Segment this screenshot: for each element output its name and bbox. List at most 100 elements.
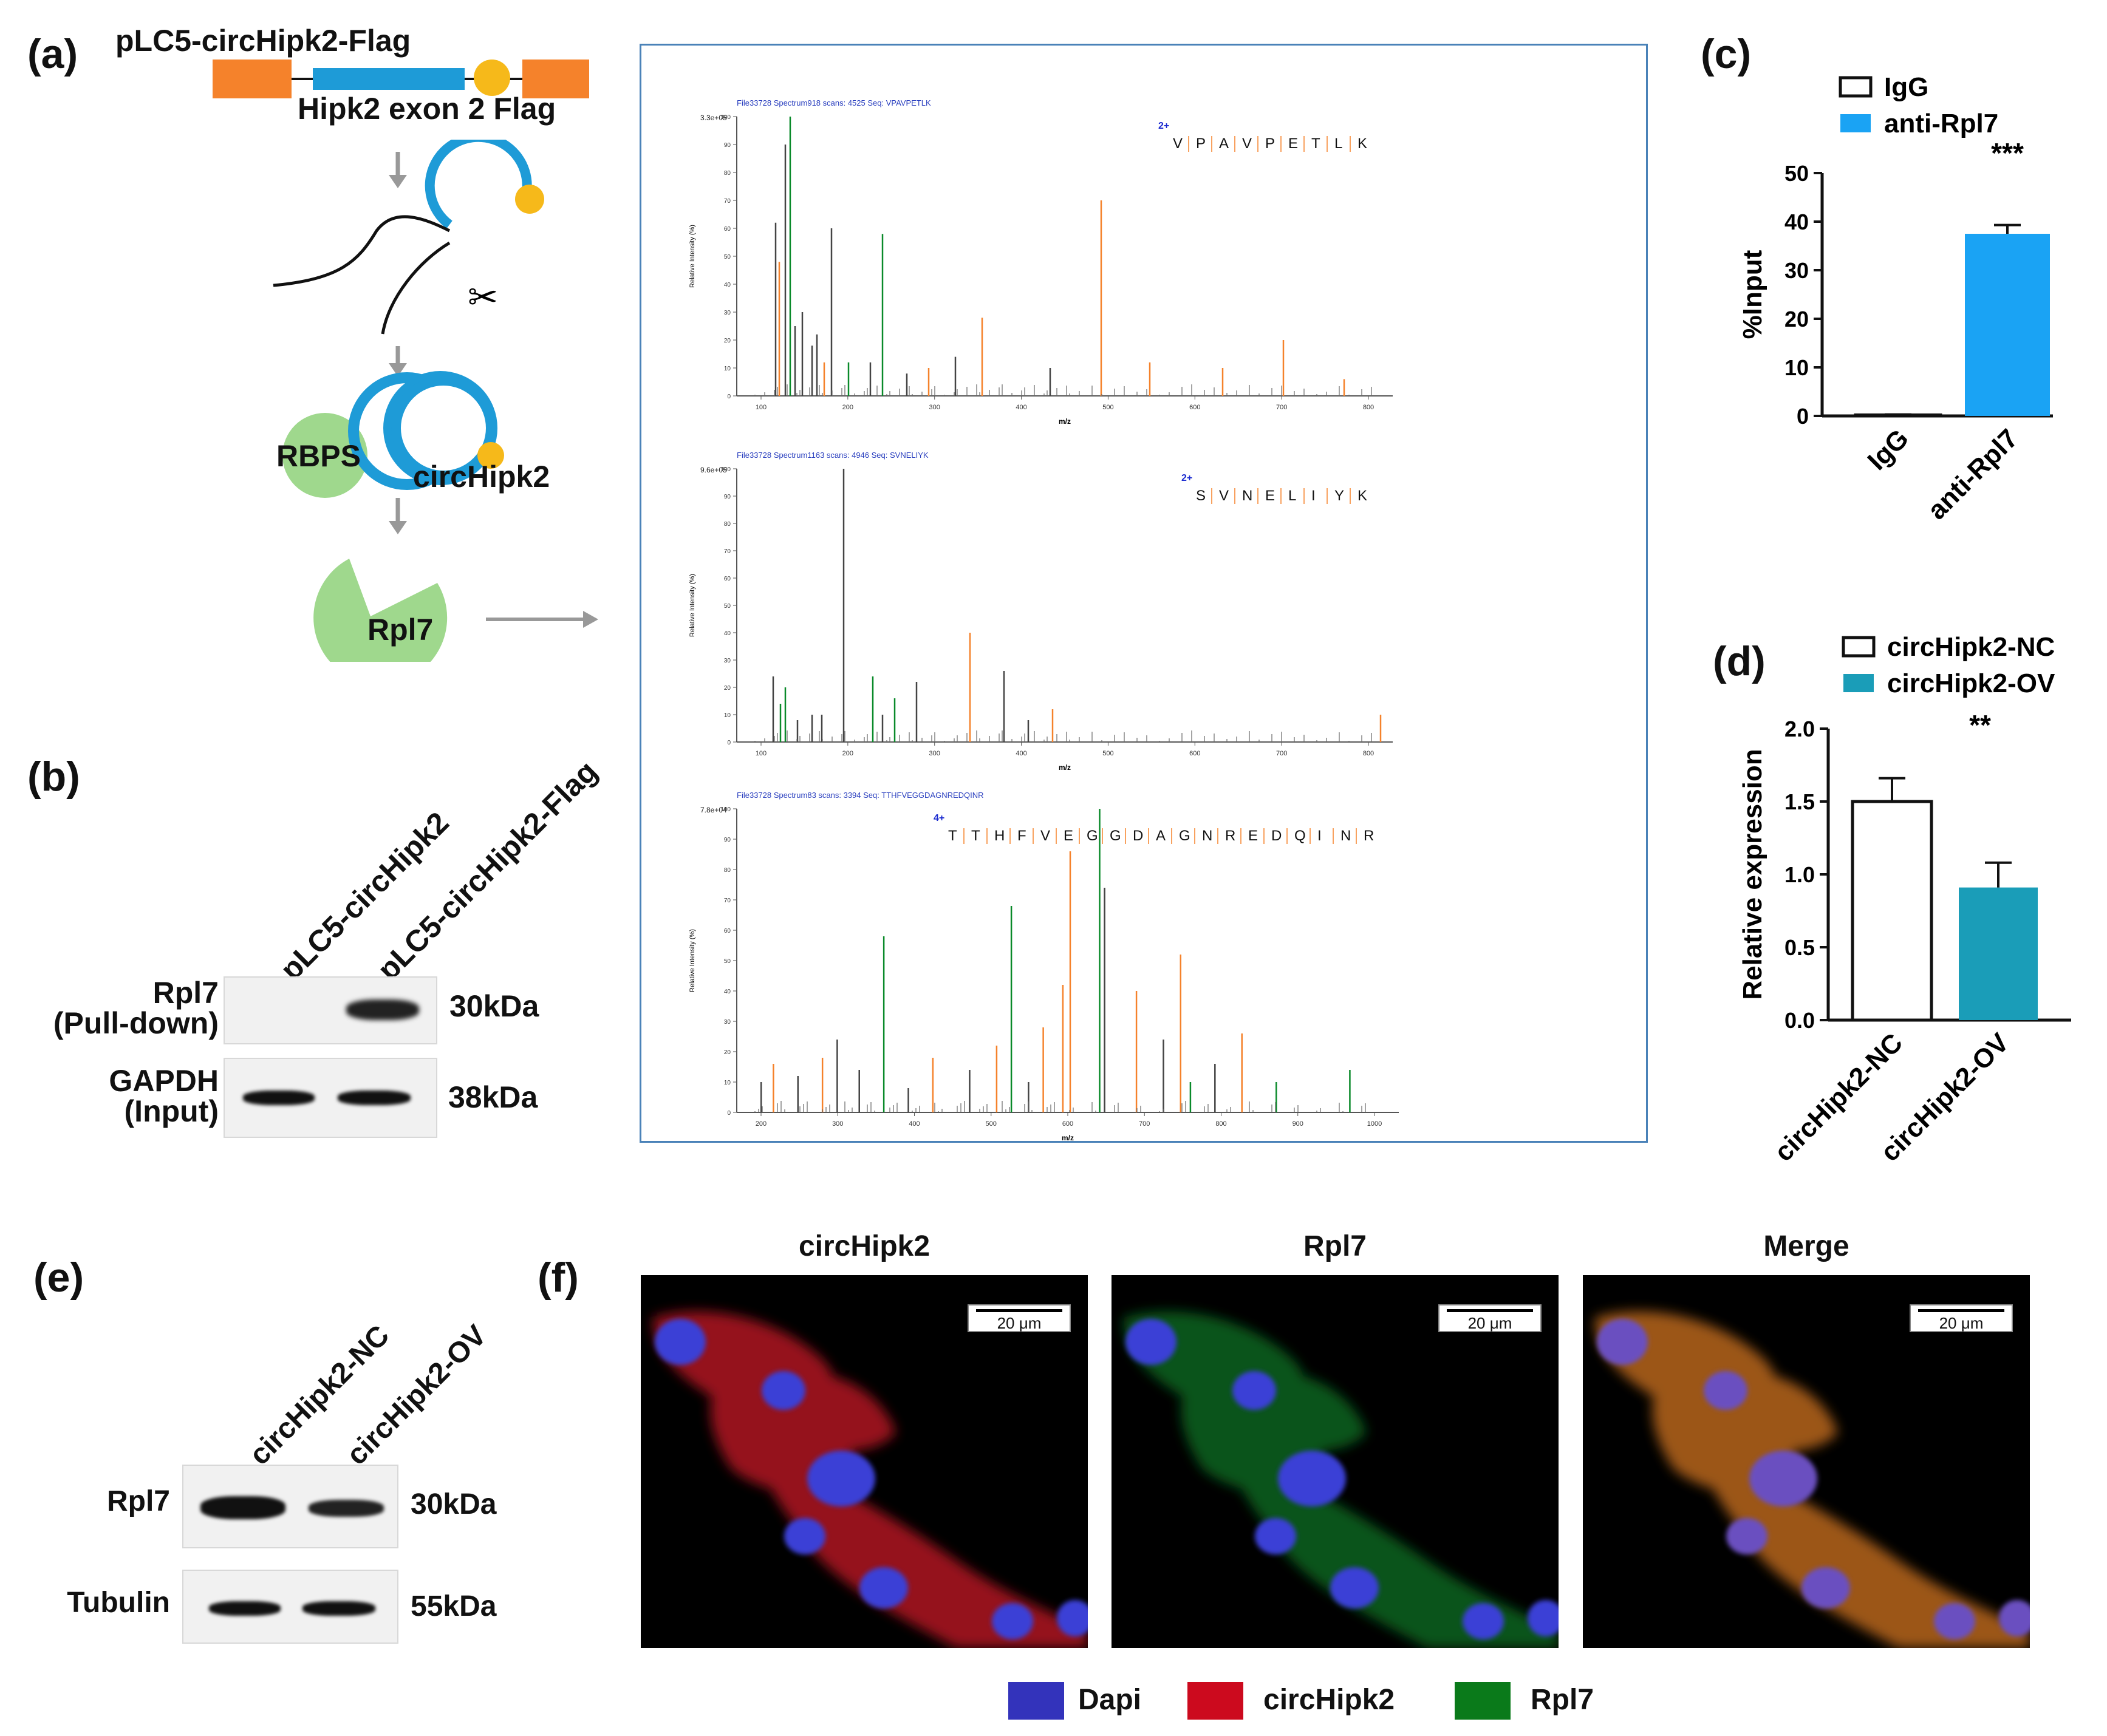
spectrum-ymax: 3.3e+05 bbox=[700, 114, 727, 122]
y-tick: 30 bbox=[724, 1019, 731, 1026]
y-tick: 20 bbox=[724, 338, 731, 344]
y-tick: 20 bbox=[1784, 307, 1809, 332]
spectrum-2: File33728 Spectrum1163 scans: 4946 Seq: … bbox=[689, 451, 1393, 772]
band bbox=[309, 1500, 384, 1517]
residue: N bbox=[1242, 488, 1252, 504]
blot-e-tubulin bbox=[182, 1570, 398, 1644]
significance-marker: ** bbox=[1969, 709, 1991, 741]
bar-chart: 0.0 0.5 1.0 1.5 2.0 Relative expression circHi… bbox=[1738, 632, 2071, 1167]
panel-label-f: (f) bbox=[538, 1254, 579, 1301]
x-tick: 500 bbox=[1102, 404, 1113, 411]
size-38kda-b: 38kDa bbox=[448, 1080, 538, 1114]
y-axis-label: Relative expression bbox=[1738, 749, 1767, 999]
rpl7-row-label-e: Rpl7 bbox=[106, 1485, 170, 1517]
residue: I bbox=[1317, 828, 1322, 844]
blot-b-row1-label: Rpl7 (Pull-down) bbox=[43, 978, 219, 1038]
legend-label-circhipk2: circHipk2 bbox=[1263, 1684, 1395, 1716]
band bbox=[346, 999, 419, 1020]
residue: H bbox=[994, 828, 1005, 844]
micrograph-merge: 20 μm bbox=[1583, 1275, 2030, 1648]
y-tick: 0 bbox=[727, 393, 731, 400]
blot-b-gapdh bbox=[224, 1058, 437, 1138]
y-tick: 60 bbox=[724, 576, 731, 582]
panel-label-d: (d) bbox=[1713, 638, 1766, 684]
residue: Q bbox=[1294, 828, 1306, 844]
y-tick: 70 bbox=[724, 198, 731, 205]
y-tick: 100 bbox=[720, 466, 731, 473]
residue: E bbox=[1288, 135, 1298, 152]
residue: E bbox=[1265, 488, 1275, 504]
y-tick: 40 bbox=[1784, 209, 1809, 234]
spectrum-ymax: 9.6e+05 bbox=[700, 466, 727, 474]
y-axis-label: %Input bbox=[1738, 250, 1767, 339]
y-tick: 0 bbox=[727, 1110, 731, 1117]
charge-state: 2+ bbox=[1158, 121, 1169, 131]
y-tick: 0.0 bbox=[1784, 1008, 1815, 1033]
y-tick: 0 bbox=[1797, 404, 1809, 429]
y-tick: 10 bbox=[1784, 355, 1809, 380]
residue: E bbox=[1064, 828, 1073, 844]
y-tick: 40 bbox=[724, 282, 731, 288]
y-tick: 60 bbox=[724, 226, 731, 233]
y-tick: 30 bbox=[1784, 258, 1809, 283]
construct-diagram bbox=[213, 60, 589, 98]
x-tick-label: anti-Rpl7 bbox=[1922, 423, 2024, 525]
rbps-label: RBPS bbox=[276, 439, 361, 473]
y-axis-label: Relative Intensity (%) bbox=[689, 574, 696, 637]
y-tick: 80 bbox=[724, 521, 731, 528]
construct-caption: Hipk2 exon 2 Flag bbox=[298, 92, 556, 126]
legend-label-1: circHipk2-NC bbox=[1887, 632, 2055, 662]
micro-title-merge: Merge bbox=[1763, 1230, 1849, 1262]
chart-d: 0.0 0.5 1.0 1.5 2.0 Relative expression circHi… bbox=[1738, 632, 2071, 1167]
x-tick: 600 bbox=[1189, 404, 1200, 411]
y-tick: 20 bbox=[724, 1049, 731, 1056]
blot-b-rpl7 bbox=[224, 976, 437, 1044]
cell-image bbox=[1595, 1311, 2030, 1648]
y-tick: 40 bbox=[724, 630, 731, 637]
legend-swatch-2 bbox=[1843, 674, 1874, 692]
panel-label-a: (a) bbox=[27, 31, 78, 77]
spectrum-ymax: 7.8e+04 bbox=[700, 806, 727, 814]
residue: E bbox=[1248, 828, 1258, 844]
x-tick: 700 bbox=[1276, 404, 1287, 411]
legend-label-dapi: Dapi bbox=[1078, 1684, 1142, 1716]
blot-b-row2-label: GAPDH (Input) bbox=[43, 1066, 219, 1126]
x-tick: 300 bbox=[929, 404, 940, 411]
x-tick: 700 bbox=[1139, 1120, 1150, 1128]
size-55kda-e: 55kDa bbox=[411, 1590, 497, 1622]
micrograph-circhipk2: 20 μm bbox=[641, 1275, 1088, 1648]
panel-label-e: (e) bbox=[33, 1254, 84, 1301]
residue: P bbox=[1196, 135, 1206, 152]
residue: T bbox=[971, 828, 980, 844]
x-tick: 200 bbox=[842, 750, 853, 757]
residue: A bbox=[1219, 135, 1229, 152]
spectra-frame bbox=[640, 44, 1648, 1143]
lane-label-1: pLC5-circHipk2 bbox=[273, 805, 456, 987]
bar-2 bbox=[1959, 887, 2038, 1020]
bar-2 bbox=[1965, 234, 2050, 416]
y-tick: 90 bbox=[724, 494, 731, 500]
spectrum-header: File33728 Spectrum1163 scans: 4946 Seq: … bbox=[737, 451, 929, 460]
y-tick: 10 bbox=[724, 366, 731, 372]
pulldown-row-label: (Pull-down) bbox=[53, 1006, 219, 1040]
x-tick: 300 bbox=[929, 750, 940, 757]
band bbox=[302, 1601, 375, 1616]
blot-e-rpl7 bbox=[182, 1465, 398, 1548]
x-tick: 400 bbox=[1016, 404, 1026, 411]
rpl7-row-label: Rpl7 bbox=[152, 976, 219, 1010]
y-tick: 50 bbox=[724, 254, 731, 260]
x-axis-label: m/z bbox=[1059, 763, 1071, 772]
x-tick: 200 bbox=[756, 1120, 767, 1128]
residue: L bbox=[1288, 488, 1296, 504]
residue: A bbox=[1156, 828, 1166, 844]
y-tick: 60 bbox=[724, 928, 731, 934]
charge-state: 2+ bbox=[1181, 473, 1192, 483]
legend-label-2: circHipk2-OV bbox=[1887, 669, 2055, 698]
micrograph-rpl7: 20 μm bbox=[1112, 1275, 1559, 1648]
y-tick: 30 bbox=[724, 310, 731, 316]
panel-label-c: (c) bbox=[1701, 31, 1752, 77]
residue: P bbox=[1265, 135, 1275, 152]
bar-1 bbox=[1851, 800, 1933, 1022]
